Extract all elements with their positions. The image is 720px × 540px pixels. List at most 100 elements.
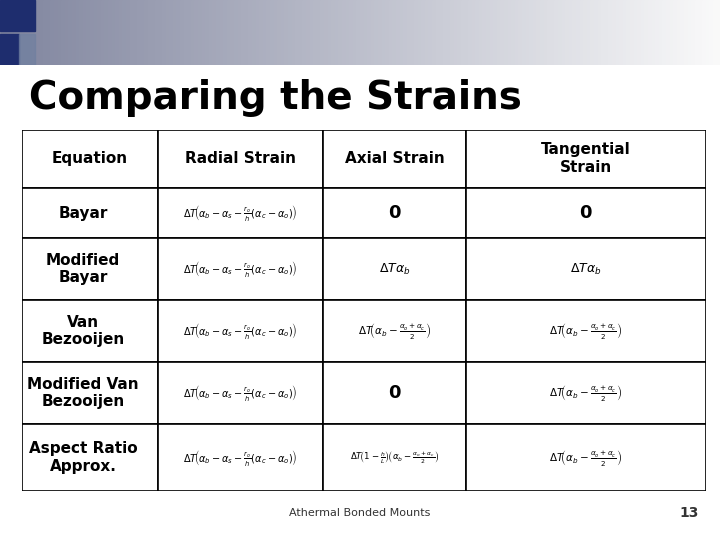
- Bar: [180, 0, 184, 65]
- Bar: [367, 0, 372, 65]
- Bar: [83, 0, 87, 65]
- Bar: [133, 0, 138, 65]
- Bar: [407, 0, 411, 65]
- Bar: [47, 0, 51, 65]
- Bar: [43, 0, 48, 65]
- Bar: [263, 0, 267, 65]
- Bar: [587, 0, 591, 65]
- Bar: [583, 0, 588, 65]
- Bar: [467, 238, 706, 300]
- Bar: [223, 0, 228, 65]
- Bar: [0, 0, 35, 31]
- Bar: [425, 0, 429, 65]
- Bar: [166, 0, 170, 65]
- Text: Modified Van
Bezooijen: Modified Van Bezooijen: [27, 377, 139, 409]
- Text: $\Delta T\!\left(1 - \frac{h}{L}\right)\!\left(\alpha_b - \frac{\alpha_o + \alph: $\Delta T\!\left(1 - \frac{h}{L}\right)\…: [350, 449, 439, 466]
- Bar: [68, 0, 73, 65]
- Bar: [266, 0, 271, 65]
- Bar: [241, 0, 246, 65]
- Bar: [360, 0, 364, 65]
- Bar: [108, 0, 112, 65]
- Bar: [598, 0, 602, 65]
- Bar: [511, 0, 516, 65]
- Bar: [590, 0, 595, 65]
- Bar: [526, 0, 530, 65]
- Bar: [158, 300, 323, 362]
- Bar: [122, 0, 127, 65]
- Text: Equation: Equation: [52, 151, 128, 166]
- Bar: [144, 0, 148, 65]
- Text: Van
Bezooijen: Van Bezooijen: [42, 315, 125, 347]
- Bar: [403, 0, 408, 65]
- Bar: [155, 0, 159, 65]
- Bar: [72, 0, 76, 65]
- Text: Comparing the Strains: Comparing the Strains: [29, 79, 522, 117]
- Bar: [338, 0, 343, 65]
- Bar: [436, 0, 440, 65]
- Bar: [22, 424, 158, 491]
- Bar: [468, 0, 472, 65]
- Bar: [389, 0, 393, 65]
- Bar: [346, 0, 350, 65]
- Bar: [299, 0, 303, 65]
- Bar: [576, 0, 580, 65]
- Bar: [400, 0, 404, 65]
- Bar: [562, 0, 566, 65]
- Bar: [112, 0, 116, 65]
- Bar: [238, 0, 242, 65]
- Bar: [515, 0, 519, 65]
- Bar: [533, 0, 537, 65]
- Text: Aspect Ratio
Approx.: Aspect Ratio Approx.: [29, 442, 138, 474]
- Bar: [630, 0, 634, 65]
- Bar: [248, 0, 253, 65]
- Bar: [274, 0, 278, 65]
- Bar: [328, 0, 332, 65]
- Bar: [320, 0, 325, 65]
- Bar: [540, 0, 544, 65]
- Bar: [22, 362, 158, 424]
- Bar: [659, 0, 663, 65]
- Bar: [61, 0, 66, 65]
- Bar: [634, 0, 638, 65]
- Bar: [212, 0, 217, 65]
- Bar: [439, 0, 444, 65]
- Bar: [288, 0, 292, 65]
- Bar: [22, 238, 158, 300]
- Bar: [101, 0, 105, 65]
- Bar: [202, 0, 206, 65]
- Bar: [184, 0, 188, 65]
- Bar: [256, 0, 260, 65]
- Text: $\Delta T\!\left(\alpha_b - \alpha_s - \frac{r_o}{h}(\alpha_c - \alpha_o)\right): $\Delta T\!\left(\alpha_b - \alpha_s - \…: [184, 321, 297, 341]
- Bar: [432, 0, 436, 65]
- Bar: [446, 0, 451, 65]
- Bar: [558, 0, 562, 65]
- Bar: [457, 0, 462, 65]
- Bar: [652, 0, 656, 65]
- Bar: [252, 0, 256, 65]
- Bar: [544, 0, 548, 65]
- Text: Axial Strain: Axial Strain: [344, 151, 444, 166]
- Bar: [22, 130, 158, 188]
- Bar: [22, 0, 26, 65]
- Bar: [18, 0, 22, 65]
- Bar: [382, 0, 386, 65]
- Text: Modified
Bayar: Modified Bayar: [46, 253, 120, 286]
- Bar: [245, 0, 249, 65]
- Bar: [25, 0, 30, 65]
- Bar: [323, 362, 467, 424]
- Bar: [158, 130, 323, 188]
- Bar: [623, 0, 627, 65]
- Bar: [461, 0, 465, 65]
- Bar: [7, 0, 12, 65]
- Bar: [508, 0, 512, 65]
- Bar: [706, 0, 710, 65]
- Bar: [40, 0, 44, 65]
- Bar: [641, 0, 645, 65]
- Bar: [158, 238, 323, 300]
- Bar: [637, 0, 642, 65]
- Bar: [79, 0, 84, 65]
- Text: $\Delta T\!\left(\alpha_b - \frac{\alpha_o + \alpha_c}{2}\right)$: $\Delta T\!\left(\alpha_b - \frac{\alpha…: [549, 321, 623, 341]
- Bar: [493, 0, 498, 65]
- Bar: [467, 300, 706, 362]
- Bar: [612, 0, 616, 65]
